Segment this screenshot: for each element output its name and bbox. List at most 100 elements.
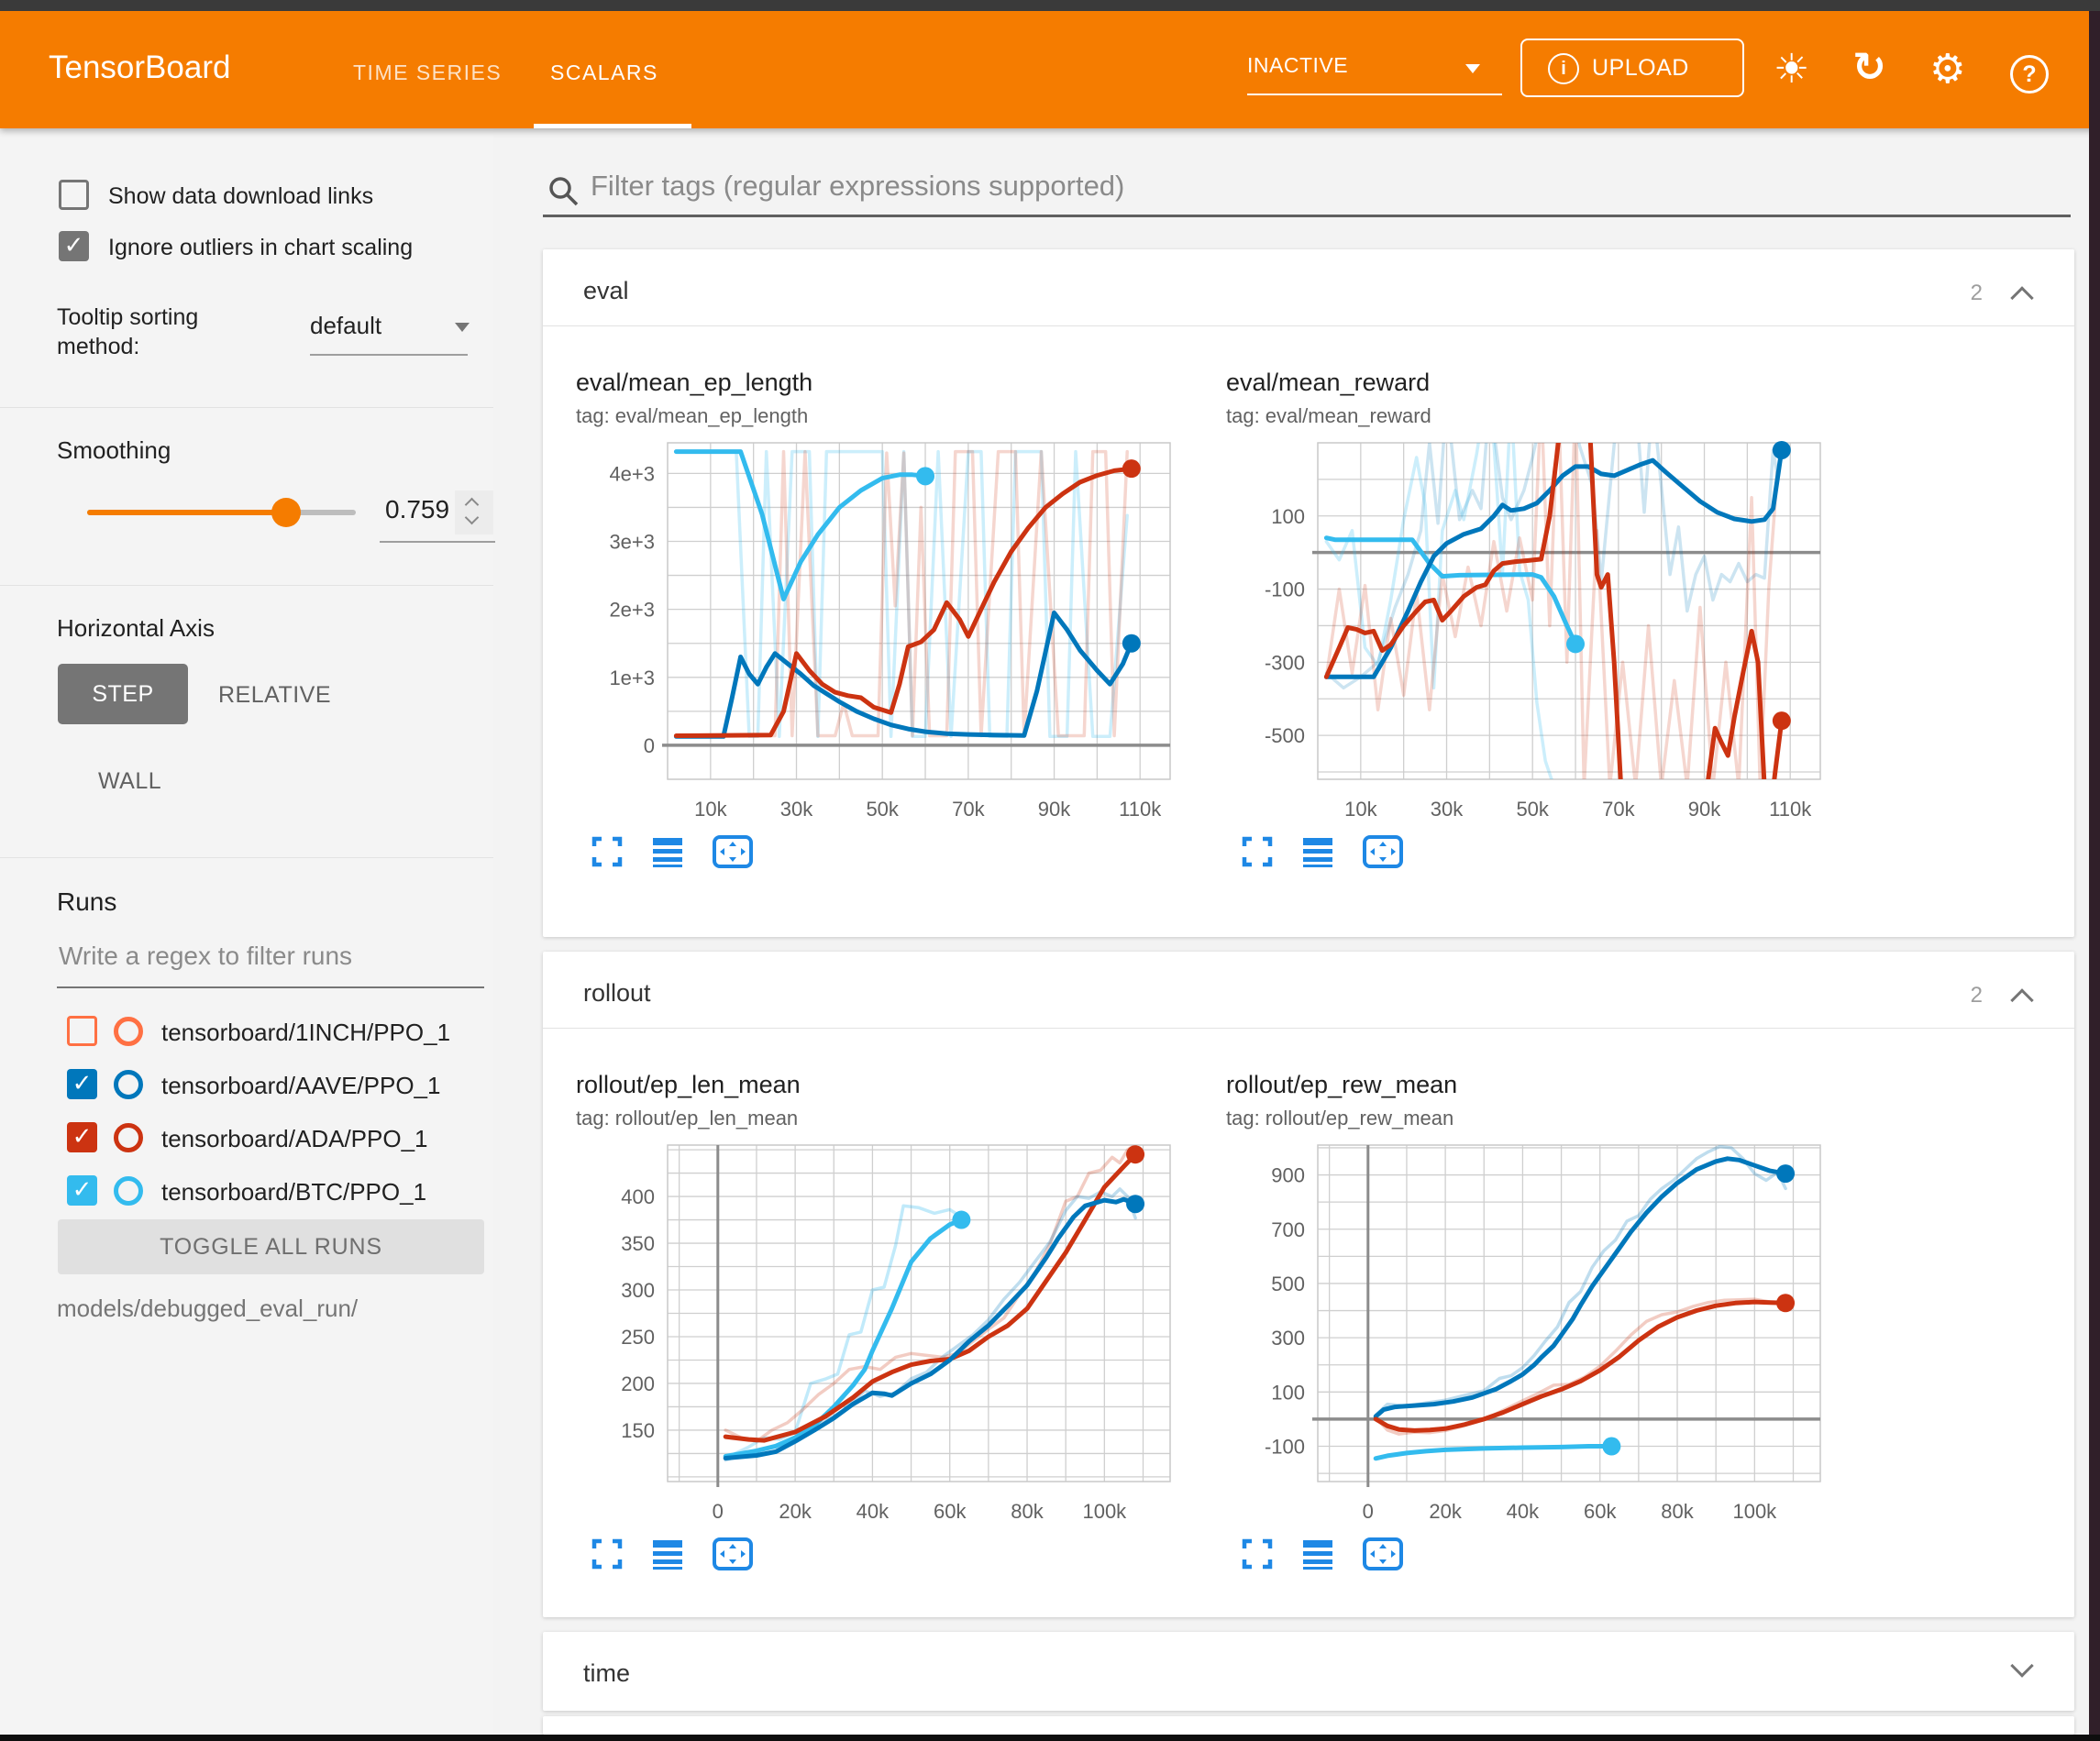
svg-text:350: 350 <box>621 1232 655 1255</box>
fullscreen-icon[interactable] <box>591 835 624 868</box>
run-label: tensorboard/AAVE/PPO_1 <box>161 1072 441 1099</box>
run-checkbox[interactable] <box>67 1175 97 1206</box>
chevron-down-icon <box>455 323 470 332</box>
smoothing-spinner[interactable] <box>455 490 493 534</box>
svg-text:110k: 110k <box>1119 798 1162 821</box>
expand-section-icon[interactable] <box>2010 1654 2034 1678</box>
chart-canvas-rollout-ep-len-mean[interactable]: 0 20k 40k 60k 80k 100k 150 200 250 300 350 400 <box>576 1140 1181 1529</box>
fullscreen-icon[interactable] <box>1241 835 1274 868</box>
upload-button[interactable]: i UPLOAD <box>1520 39 1744 97</box>
run-row[interactable]: tensorboard/AAVE/PPO_1 <box>0 1069 493 1117</box>
tooltip-sorting-select[interactable]: default <box>310 312 473 358</box>
section-count: 2 <box>1970 983 1983 1008</box>
window-bottom-bar <box>0 1735 2100 1741</box>
fullscreen-icon[interactable] <box>591 1537 624 1570</box>
chart-block: rollout/ep_rew_mean tag: rollout/ep_rew_… <box>1226 1071 1868 1570</box>
tag-filter-input[interactable] <box>589 169 2060 204</box>
runs-filter-underline <box>57 986 484 988</box>
status-value: INACTIVE <box>1247 53 1349 77</box>
help-icon[interactable]: ? <box>2010 55 2049 94</box>
app-header: TensorBoard TIME SERIES SCALARS INACTIVE… <box>0 11 2100 128</box>
fit-domain-icon[interactable] <box>712 835 753 868</box>
flatten-lines-icon[interactable] <box>651 835 684 868</box>
chart-title: eval/mean_reward <box>1226 369 1431 396</box>
svg-text:-300: -300 <box>1265 651 1305 674</box>
flatten-lines-icon[interactable] <box>1301 835 1334 868</box>
search-icon <box>549 177 579 206</box>
run-checkbox[interactable] <box>67 1122 97 1152</box>
svg-text:700: 700 <box>1271 1218 1305 1241</box>
svg-text:50k: 50k <box>866 798 899 821</box>
toggle-all-runs-button[interactable]: TOGGLE ALL RUNS <box>58 1219 484 1274</box>
chart-tag: tag: eval/mean_reward <box>1226 404 1431 427</box>
flatten-lines-icon[interactable] <box>651 1537 684 1570</box>
svg-text:-500: -500 <box>1265 724 1305 747</box>
chart-toolbar <box>576 1537 1218 1570</box>
axis-option-wall[interactable]: WALL <box>98 768 162 794</box>
section-card-rollout: rollout 2 rollout/ep_len_mean tag: rollo… <box>543 952 2074 1617</box>
svg-text:1e+3: 1e+3 <box>609 667 655 689</box>
main-content: eval 2 eval/mean_ep_length tag: eval/mea… <box>493 128 2089 1741</box>
run-color-swatch <box>114 1123 143 1152</box>
flatten-lines-icon[interactable] <box>1301 1537 1334 1570</box>
run-row[interactable]: tensorboard/BTC/PPO_1 <box>0 1175 493 1223</box>
brightness-icon[interactable]: ☀ <box>1774 46 1810 93</box>
svg-text:30k: 30k <box>1431 798 1464 821</box>
smoothing-underline <box>380 541 495 543</box>
horizontal-axis-label: Horizontal Axis <box>57 614 215 642</box>
tab-time-series[interactable]: TIME SERIES <box>353 61 503 84</box>
section-card-eval: eval 2 eval/mean_ep_length tag: eval/mea… <box>543 249 2074 937</box>
run-checkbox[interactable] <box>67 1069 97 1099</box>
svg-text:900: 900 <box>1271 1164 1305 1187</box>
chart-tag: tag: eval/mean_ep_length <box>576 404 809 427</box>
fit-domain-icon[interactable] <box>1362 835 1403 868</box>
run-label: tensorboard/ADA/PPO_1 <box>161 1125 428 1152</box>
tab-scalars[interactable]: SCALARS <box>550 61 658 84</box>
chart-canvas-eval-mean-reward[interactable]: 10k 30k 50k 70k 90k 110k -500 -300 -100 100 <box>1226 437 1831 827</box>
run-row[interactable]: tensorboard/1INCH/PPO_1 <box>0 1016 493 1063</box>
run-row[interactable]: tensorboard/ADA/PPO_1 <box>0 1122 493 1170</box>
run-checkbox[interactable] <box>67 1016 97 1046</box>
runs-filter-input[interactable] <box>57 941 482 972</box>
axis-option-step[interactable]: STEP <box>58 664 188 724</box>
show-download-links-checkbox[interactable] <box>59 180 89 210</box>
collapse-section-icon[interactable] <box>2010 988 2034 1012</box>
run-label: tensorboard/1INCH/PPO_1 <box>161 1019 451 1046</box>
fit-domain-icon[interactable] <box>1362 1537 1403 1570</box>
chart-tag: tag: rollout/ep_rew_mean <box>1226 1107 1454 1129</box>
chart-canvas-eval-mean-ep-length[interactable]: 10k 30k 50k 70k 90k 110k 0 1e+3 2e+3 3e+3 4e+3 <box>576 437 1181 827</box>
svg-text:90k: 90k <box>1688 798 1721 821</box>
run-color-swatch <box>114 1017 143 1046</box>
svg-text:0: 0 <box>1363 1500 1374 1523</box>
status-select[interactable]: INACTIVE <box>1247 53 1504 95</box>
svg-text:70k: 70k <box>1602 798 1635 821</box>
smoothing-slider-handle[interactable] <box>271 498 301 527</box>
svg-text:100k: 100k <box>1732 1500 1777 1523</box>
spinner-down-icon[interactable] <box>464 510 480 525</box>
chart-title: eval/mean_ep_length <box>576 369 813 396</box>
smoothing-value[interactable]: 0.759 <box>385 495 450 523</box>
status-underline <box>1247 94 1502 95</box>
axis-option-relative[interactable]: RELATIVE <box>218 682 332 708</box>
svg-text:-100: -100 <box>1265 1436 1305 1459</box>
settings-gear-icon[interactable]: ⚙ <box>1929 46 1966 93</box>
svg-text:60k: 60k <box>934 1500 967 1523</box>
svg-text:3e+3: 3e+3 <box>609 531 655 554</box>
fullscreen-icon[interactable] <box>1241 1537 1274 1570</box>
refresh-icon[interactable]: ↻ <box>1852 44 1886 91</box>
collapse-section-icon[interactable] <box>2010 286 2034 310</box>
window-top-bar <box>0 0 2100 11</box>
fit-domain-icon[interactable] <box>712 1537 753 1570</box>
svg-text:110k: 110k <box>1769 798 1812 821</box>
svg-text:50k: 50k <box>1516 798 1549 821</box>
ignore-outliers-checkbox[interactable] <box>59 231 89 261</box>
chart-canvas-rollout-ep-rew-mean[interactable]: 0 20k 40k 60k 80k 100k -100 100 300 500 700 900 <box>1226 1140 1831 1529</box>
smoothing-slider[interactable] <box>87 498 356 527</box>
toggle-all-runs-label: TOGGLE ALL RUNS <box>160 1234 382 1260</box>
svg-text:200: 200 <box>621 1372 655 1395</box>
window-right-edge <box>2089 11 2100 1741</box>
section-card-partial <box>543 1716 2074 1735</box>
svg-text:400: 400 <box>621 1185 655 1208</box>
chart-block: eval/mean_reward tag: eval/mean_reward 1… <box>1226 369 1868 868</box>
svg-text:100k: 100k <box>1082 1500 1127 1523</box>
